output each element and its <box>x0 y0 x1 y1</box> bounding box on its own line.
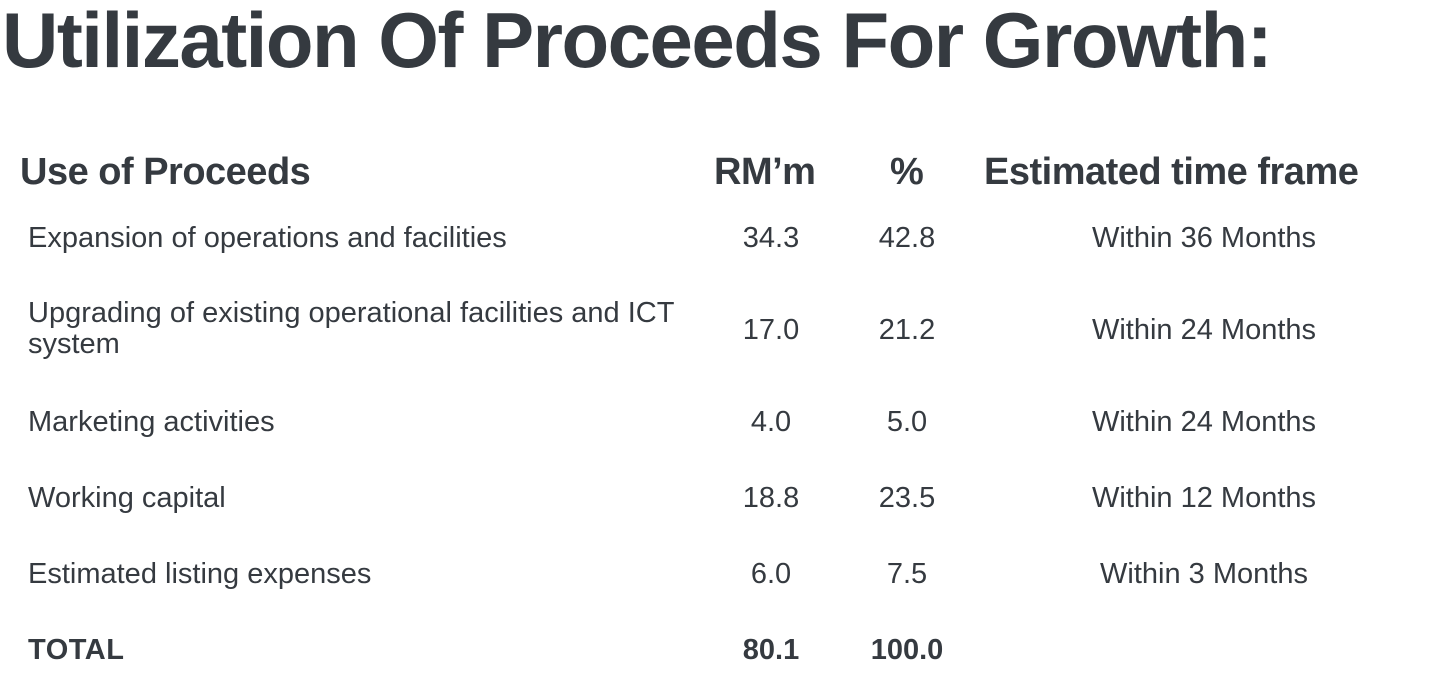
row-use: Marketing activities <box>28 406 275 438</box>
header-percent: % <box>890 151 924 193</box>
row-time: Within 24 Months <box>1091 314 1317 346</box>
header-estimated-time-frame: Estimated time frame <box>984 151 1359 193</box>
page-title: Utilization Of Proceeds For Growth: <box>2 0 1273 84</box>
table-row: Marketing activities 4.0 5.0 Within 24 M… <box>0 406 1441 446</box>
row-use: Working capital <box>28 482 226 514</box>
row-time: Within 24 Months <box>1091 406 1317 438</box>
row-pct: 5.0 <box>886 406 928 438</box>
header-use-of-proceeds: Use of Proceeds <box>20 151 311 193</box>
row-rm: 18.8 <box>742 482 800 514</box>
table-row: Estimated listing expenses 6.0 7.5 Withi… <box>0 558 1441 598</box>
table-row: Expansion of operations and facilities 3… <box>0 222 1441 262</box>
total-pct: 100.0 <box>870 634 944 666</box>
row-use: Expansion of operations and facilities <box>28 222 507 254</box>
row-rm: 17.0 <box>742 314 800 346</box>
row-time: Within 12 Months <box>1091 482 1317 514</box>
row-time: Within 36 Months <box>1091 222 1317 254</box>
total-row: TOTAL 80.1 100.0 <box>0 634 1441 674</box>
row-use: Upgrading of existing operational facili… <box>28 297 674 360</box>
row-rm: 6.0 <box>750 558 792 590</box>
row-pct: 21.2 <box>878 314 936 346</box>
total-label: TOTAL <box>28 634 125 666</box>
row-pct: 7.5 <box>886 558 928 590</box>
row-pct: 42.8 <box>878 222 936 254</box>
table-row: Working capital 18.8 23.5 Within 12 Mont… <box>0 482 1441 522</box>
total-rm: 80.1 <box>742 634 800 666</box>
table-row: Upgrading of existing operational facili… <box>0 298 1441 360</box>
row-pct: 23.5 <box>878 482 936 514</box>
row-use: Estimated listing expenses <box>28 558 372 590</box>
row-rm: 4.0 <box>750 406 792 438</box>
row-time: Within 3 Months <box>1100 558 1308 590</box>
row-rm: 34.3 <box>742 222 800 254</box>
header-rm-millions: RM’m <box>714 151 816 193</box>
